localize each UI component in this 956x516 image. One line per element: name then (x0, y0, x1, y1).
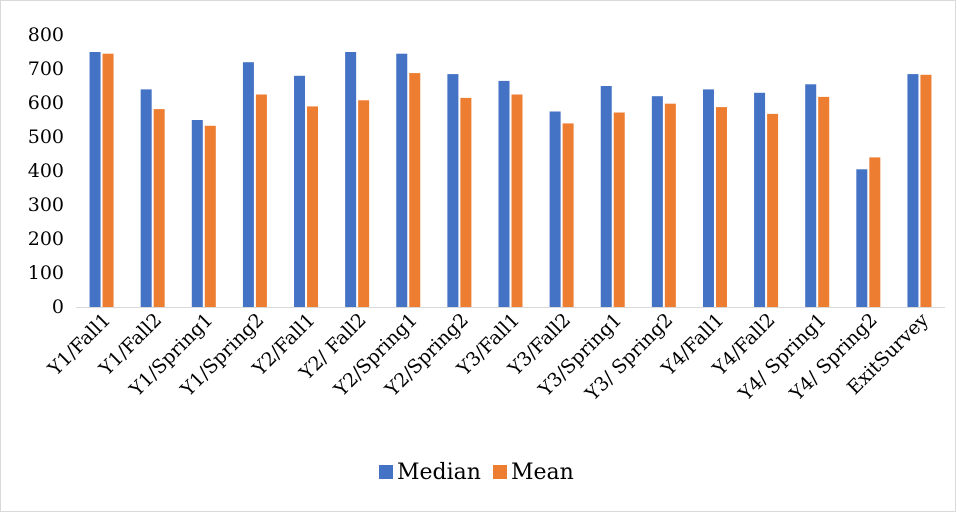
legend-label-mean: Mean (511, 460, 574, 485)
bar-median (294, 75, 306, 307)
y-tick-label: 500 (28, 126, 64, 148)
legend-label-median: Median (397, 460, 481, 485)
bar-mean (102, 53, 114, 308)
y-tick-label: 800 (28, 24, 64, 46)
bar-median (345, 52, 357, 307)
bar-median (89, 52, 101, 307)
bar-median (498, 80, 510, 308)
y-tick-label: 300 (28, 194, 64, 216)
y-tick-label: 100 (28, 262, 64, 284)
bar-mean (920, 74, 932, 307)
bar-median (702, 89, 714, 308)
bar-median (549, 111, 561, 307)
bar-median (600, 86, 612, 307)
bar-mean (307, 106, 319, 308)
bar-mean (460, 97, 472, 308)
bar-median (651, 96, 663, 307)
bar-mean (715, 107, 727, 307)
y-tick-label: 600 (28, 92, 64, 114)
legend-swatch-mean (493, 465, 507, 479)
y-tick-label: 700 (28, 58, 64, 80)
bar-mean (153, 109, 165, 308)
bar-mean (767, 113, 779, 307)
bar-mean (255, 94, 267, 307)
bar-mean (869, 157, 881, 307)
bar-median (907, 74, 919, 307)
bar-median (191, 120, 203, 307)
bar-mean (613, 112, 625, 308)
bar-mean (664, 103, 676, 308)
axes: 0 100 200 300 400 500 600 700 800 (28, 24, 945, 318)
x-tick-labels: Y1/Fall1Y1/Fall2Y1/Spring1Y1/Spring2Y2/F… (43, 309, 933, 406)
bar-mean (409, 73, 421, 307)
bar-mean (204, 125, 216, 307)
bar-median (396, 53, 408, 308)
bar-mean (818, 96, 830, 307)
bar-median (856, 169, 868, 307)
bar-mean (511, 94, 523, 307)
bars (89, 52, 932, 308)
bar-median (805, 84, 817, 307)
bar-median (447, 74, 459, 307)
legend-swatch-median (379, 465, 393, 479)
bar-median (140, 89, 152, 308)
y-tick-label: 400 (28, 160, 64, 182)
y-tick-label: 0 (52, 296, 64, 318)
bar-mean (562, 123, 574, 308)
legend: Median Mean (379, 460, 574, 485)
bar-mean (358, 100, 370, 307)
bar-median (754, 92, 766, 307)
y-tick-label: 200 (28, 228, 64, 250)
bar-median (242, 62, 254, 308)
